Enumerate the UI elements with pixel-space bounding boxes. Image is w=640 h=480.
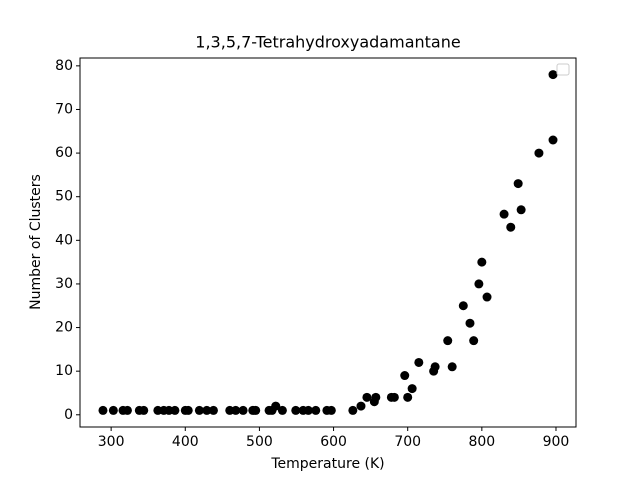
- point: [447, 362, 457, 372]
- y-tick-label: 70: [55, 101, 73, 117]
- point: [356, 401, 366, 411]
- point: [516, 205, 526, 215]
- point: [548, 135, 558, 145]
- point: [534, 148, 544, 158]
- point: [139, 405, 149, 415]
- point: [477, 257, 487, 267]
- chart-title: 1,3,5,7-Tetrahydroxyadamantane: [195, 33, 460, 52]
- x-tick-label: 900: [543, 434, 570, 450]
- point: [506, 222, 516, 232]
- y-tick-label: 10: [55, 363, 73, 379]
- y-tick-label: 30: [55, 276, 73, 292]
- y-tick-label: 80: [55, 58, 73, 74]
- point: [202, 405, 212, 415]
- point: [231, 405, 241, 415]
- point: [208, 405, 218, 415]
- x-tick-label: 800: [468, 434, 495, 450]
- y-tick-label: 40: [55, 232, 73, 248]
- point: [238, 405, 248, 415]
- point: [465, 318, 475, 328]
- point: [251, 405, 261, 415]
- plot-area: [98, 70, 558, 415]
- point: [122, 405, 132, 415]
- point: [277, 405, 287, 415]
- point: [430, 362, 440, 372]
- point: [403, 392, 413, 402]
- legend-box: [556, 63, 570, 76]
- x-axis-label: Temperature (K): [270, 456, 384, 472]
- point: [98, 405, 108, 415]
- axes-frame: [79, 57, 577, 428]
- point: [183, 405, 193, 415]
- point: [170, 405, 180, 415]
- point: [443, 336, 453, 346]
- point: [458, 301, 468, 311]
- point: [469, 336, 479, 346]
- point: [369, 397, 379, 407]
- point: [291, 405, 301, 415]
- x-tick-label: 600: [320, 434, 347, 450]
- y-tick-label: 0: [64, 407, 73, 423]
- point: [513, 179, 523, 189]
- y-tick-label: 50: [55, 189, 73, 205]
- point: [482, 292, 492, 302]
- point: [271, 401, 281, 411]
- point: [362, 392, 372, 402]
- point: [389, 392, 399, 402]
- x-tick-label: 500: [246, 434, 273, 450]
- y-tick-label: 20: [55, 320, 73, 336]
- point: [108, 405, 118, 415]
- y-axis-label: Number of Clusters: [28, 174, 44, 310]
- point: [348, 405, 358, 415]
- point: [326, 405, 336, 415]
- point: [400, 371, 410, 381]
- point: [499, 209, 509, 219]
- point: [414, 357, 424, 367]
- x-tick-label: 300: [98, 434, 125, 450]
- x-tick-label: 700: [394, 434, 421, 450]
- y-tick-label: 60: [55, 145, 73, 161]
- point: [548, 70, 558, 80]
- point: [311, 405, 321, 415]
- point: [407, 384, 417, 394]
- x-tick-label: 400: [172, 434, 199, 450]
- point: [194, 405, 204, 415]
- point: [303, 405, 313, 415]
- point: [474, 279, 484, 289]
